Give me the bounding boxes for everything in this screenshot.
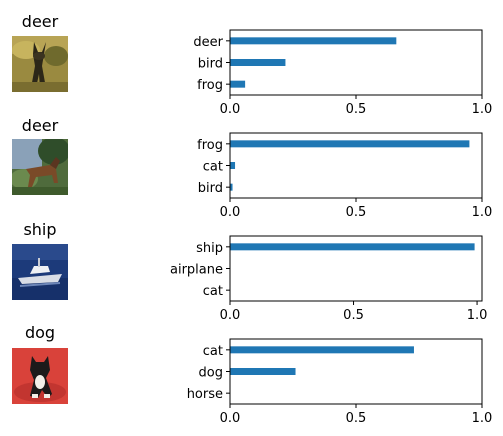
x-tick-label: 0.0 (220, 205, 241, 220)
deer-photo-thumbnail (12, 36, 68, 92)
image-true-label: deer (21, 12, 59, 31)
image-true-label: deer (21, 116, 59, 135)
bar (230, 37, 397, 45)
x-tick-label: 0.0 (220, 411, 241, 426)
deer-photo-thumbnail (12, 139, 68, 195)
y-tick-label: cat (203, 160, 223, 175)
x-tick-label: 1.0 (472, 411, 493, 426)
x-tick-label: 0.0 (220, 102, 241, 117)
x-tick-label: 1.0 (472, 205, 493, 220)
bar (230, 140, 470, 148)
y-tick-label: deer (193, 35, 223, 50)
bar (230, 162, 236, 169)
prediction-panel: ship ship airplane cat 0.0 0.5 1.0 (0, 206, 503, 323)
y-tick-label: airplane (170, 263, 223, 278)
bar (230, 183, 233, 191)
bar (230, 59, 286, 66)
ship-photo-thumbnail (12, 244, 68, 300)
bar-chart: frog cat bird 0.0 0.5 1.0 (197, 132, 492, 220)
x-tick-label: 0.0 (220, 308, 241, 323)
bar (230, 368, 296, 375)
y-tick-label: dog (199, 366, 223, 381)
axes-frame (229, 235, 483, 302)
bar (230, 80, 246, 88)
y-tick-label: bird (198, 57, 223, 72)
x-tick-label: 0.5 (346, 411, 367, 426)
bar-chart: ship airplane cat 0.0 0.5 1.0 (170, 235, 487, 323)
x-tick-label: 1.0 (472, 102, 493, 117)
y-tick-label: frog (197, 78, 223, 93)
prediction-panel: deer frog cat bird 0.0 0.5 1.0 (0, 103, 503, 220)
y-tick-label: cat (203, 344, 223, 359)
x-tick-label: 0.5 (346, 102, 367, 117)
x-tick-label: 0.5 (346, 205, 367, 220)
y-tick-label: ship (196, 241, 223, 256)
y-tick-label: frog (197, 138, 223, 153)
x-tick-label: 1.0 (467, 308, 488, 323)
bar (230, 346, 414, 354)
y-tick-label: cat (203, 284, 223, 299)
prediction-panel: dog cat dog horse 0.0 0.5 1.0 (0, 309, 503, 426)
prediction-panel: deer deer bird frog 0.0 0.5 1.0 (0, 0, 503, 117)
bar-chart: deer bird frog 0.0 0.5 1.0 (193, 29, 492, 117)
bar (230, 243, 475, 251)
image-true-label: dog (24, 323, 56, 342)
y-tick-label: bird (198, 181, 223, 196)
image-true-label: ship (23, 220, 57, 239)
y-tick-label: horse (187, 387, 223, 402)
x-tick-label: 0.5 (343, 308, 364, 323)
bar-chart: cat dog horse 0.0 0.5 1.0 (187, 338, 492, 426)
dog-photo-thumbnail (12, 348, 68, 404)
